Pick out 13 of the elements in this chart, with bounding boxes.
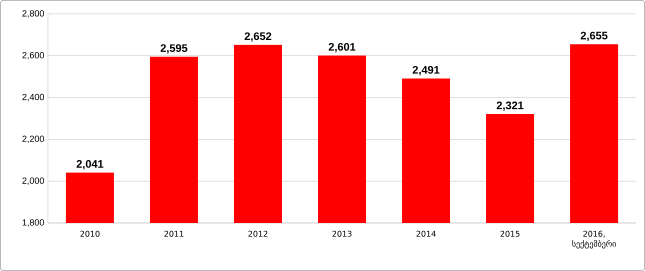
data-label: 2,321 [496,102,524,111]
y-tick-label: 2,800 [22,10,44,18]
y-tick-label: 2,400 [22,94,44,102]
y-tick-label: 2,600 [22,52,44,60]
y-tick-label: 1,800 [22,219,44,227]
data-label: 2,491 [412,66,440,76]
data-label: 2,041 [76,160,104,170]
data-label: 2,595 [160,44,188,54]
data-label: 2,652 [244,32,272,42]
data-label: 2,655 [580,32,608,42]
data-label: 2,601 [328,43,356,52]
y-tick-label: 2,200 [22,136,44,144]
y-tick-label: 2,000 [22,178,44,185]
